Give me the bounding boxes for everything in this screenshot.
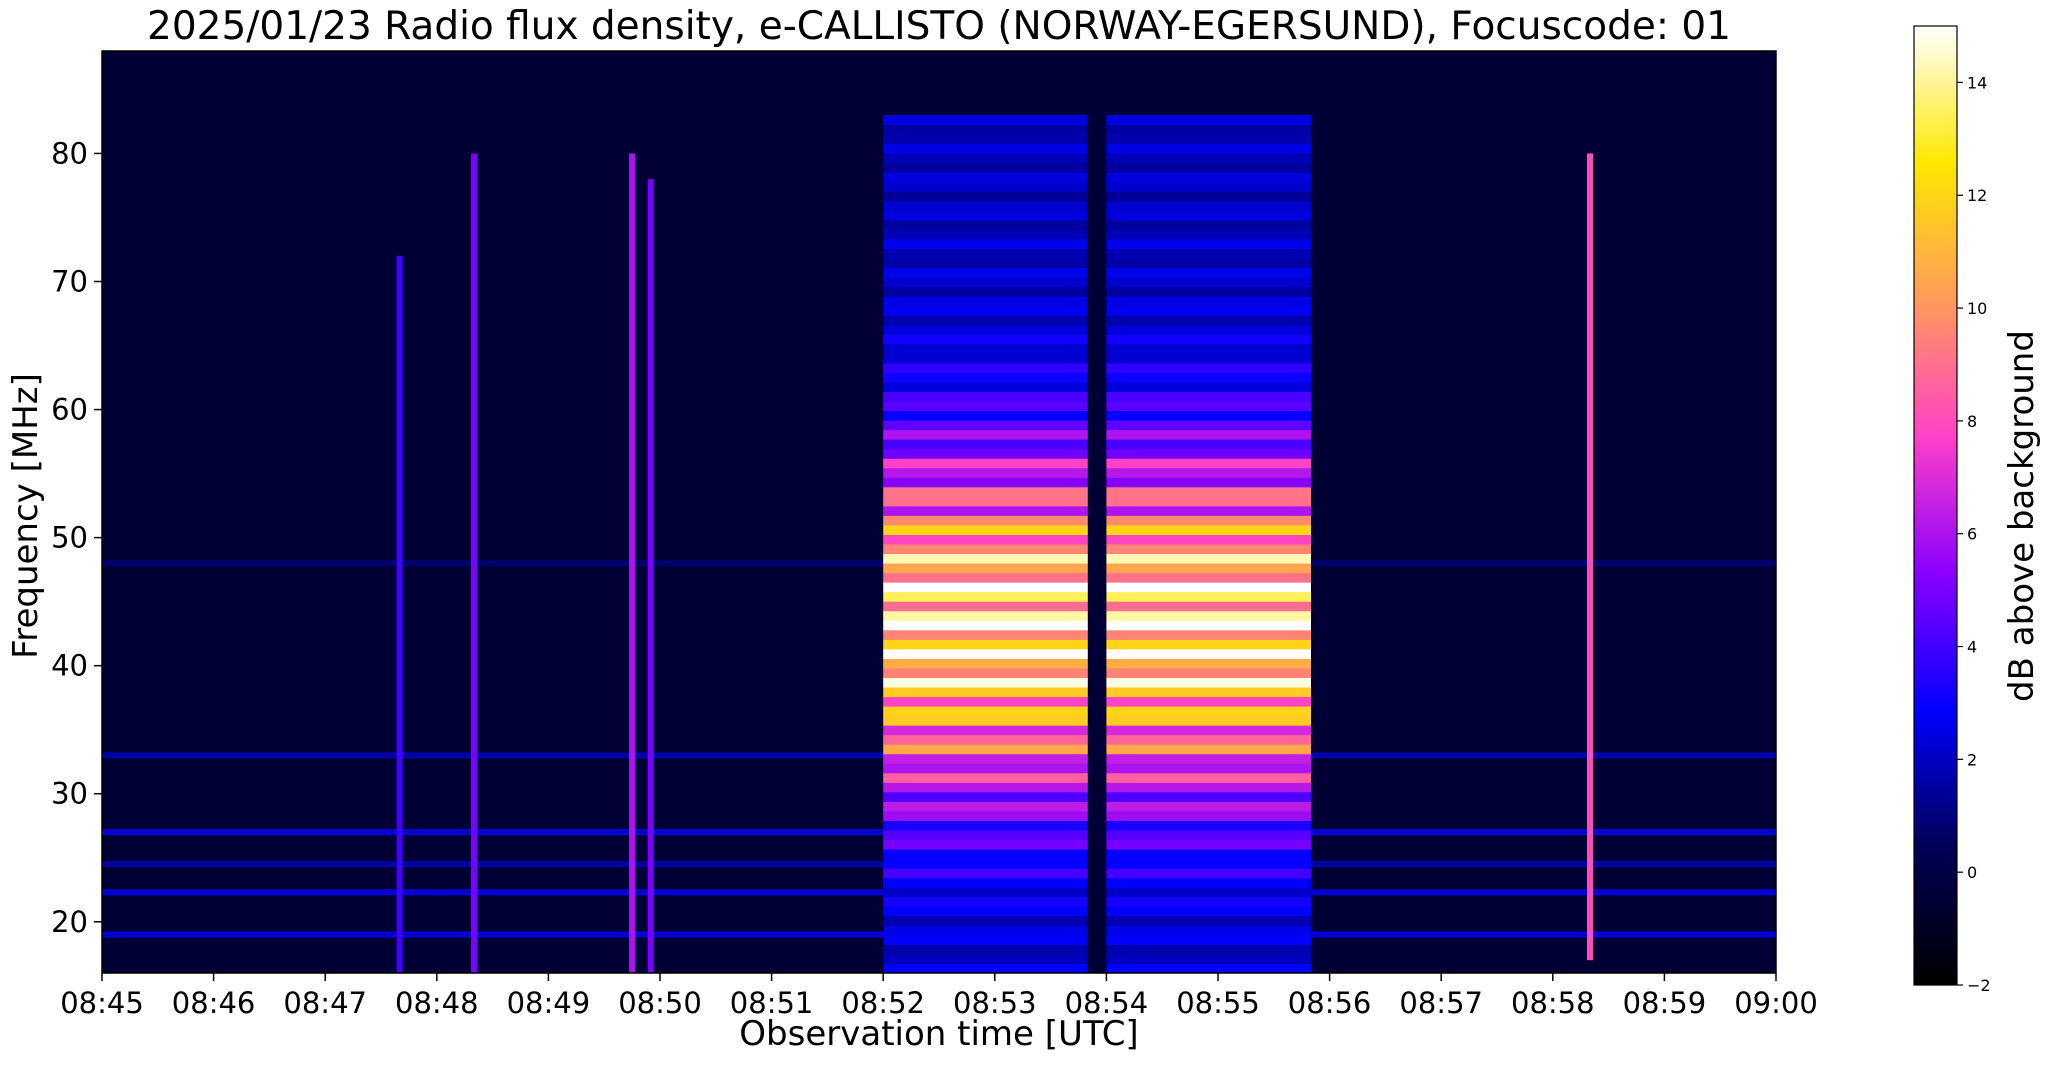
plot-frame: [101, 50, 1777, 974]
x-tick-label: 08:50: [618, 986, 702, 1020]
y-tick-label: 30: [51, 777, 88, 811]
colorbar-tick-label: 10: [1967, 299, 1987, 318]
x-tick-label: 08:51: [730, 986, 814, 1020]
x-tick-label: 08:53: [953, 986, 1037, 1020]
x-tick-label: 08:58: [1511, 986, 1595, 1020]
colorbar-tick-label: 2: [1967, 750, 1977, 769]
colorbar-axis: −2 0 2 4 6 8 10 12 14: [1957, 73, 1991, 995]
x-tick-label: 08:52: [841, 986, 925, 1020]
x-axis-label: Observation time [UTC]: [739, 1014, 1139, 1054]
x-tick-label: 08:48: [395, 986, 479, 1020]
colorbar-tick-label: 14: [1967, 73, 1987, 92]
colorbar-tick-label: 12: [1967, 186, 1987, 205]
colorbar: [1913, 25, 1958, 986]
y-tick-label: 60: [51, 393, 88, 427]
y-tick-label: 40: [51, 649, 88, 683]
colorbar-tick-label: 4: [1967, 638, 1977, 657]
burst-spike-5: [1587, 153, 1593, 961]
x-axis: 08:45 08:46 08:47 08:48 08:49 08:50 08:51 08:52…: [60, 973, 1818, 1020]
x-tick-label: 08:59: [1623, 986, 1707, 1020]
x-tick-label: 09:00: [1734, 986, 1818, 1020]
burst-spike-4: [647, 179, 654, 974]
spectrogram-heatmap: [102, 51, 1776, 974]
chart-title: 2025/01/23 Radio flux density, e-CALLIST…: [147, 4, 1731, 49]
x-tick-label: 08:57: [1399, 986, 1483, 1020]
burst-spike-3: [629, 153, 636, 973]
x-tick-label: 08:45: [60, 986, 144, 1020]
x-tick-label: 08:46: [172, 986, 256, 1020]
burst-spike-2: [471, 153, 477, 973]
y-axis: 20 30 40 50 60 70 80: [51, 136, 102, 939]
x-tick-label: 08:47: [283, 986, 367, 1020]
y-tick-label: 50: [51, 521, 88, 555]
x-tick-label: 08:54: [1065, 986, 1149, 1020]
x-tick-label: 08:55: [1176, 986, 1260, 1020]
broadband-emission: [883, 115, 1311, 974]
burst-spike-1: [396, 255, 403, 973]
y-tick-label: 20: [51, 905, 88, 939]
y-tick-label: 70: [51, 265, 88, 299]
colorbar-tick-label: −2: [1967, 976, 1991, 995]
emission-gap: [1087, 115, 1107, 974]
x-tick-label: 08:49: [507, 986, 591, 1020]
colorbar-tick-label: 6: [1967, 525, 1977, 544]
x-tick-label: 08:56: [1288, 986, 1372, 1020]
colorbar-tick-label: 0: [1967, 863, 1977, 882]
y-tick-label: 80: [51, 136, 88, 170]
colorbar-tick-label: 8: [1967, 412, 1977, 431]
